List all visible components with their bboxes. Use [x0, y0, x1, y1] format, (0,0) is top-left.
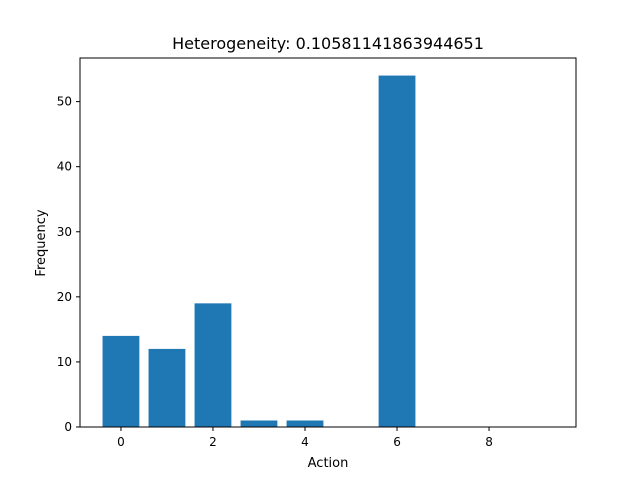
x-tick-label: 6 [393, 435, 401, 449]
y-tick-label: 40 [57, 160, 72, 174]
y-tick-label: 10 [57, 355, 72, 369]
plot-frame [79, 57, 577, 428]
x-tick-label: 2 [209, 435, 217, 449]
bar-action-0 [102, 335, 140, 427]
bar-action-4 [286, 420, 324, 427]
y-axis-label: Frequency [34, 209, 49, 276]
bar-action-1 [148, 348, 186, 427]
x-axis-ticks: 0 2 4 6 8 [117, 427, 493, 449]
y-axis-ticks: 0 10 20 30 40 50 [57, 95, 80, 434]
y-tick-label: 0 [64, 420, 72, 434]
y-tick-label: 20 [57, 290, 72, 304]
y-tick-label: 30 [57, 225, 72, 239]
bar-action-6 [378, 75, 416, 428]
bar-action-2 [194, 303, 232, 427]
x-axis-label: Action [308, 456, 349, 471]
bar-action-3 [240, 420, 278, 427]
x-tick-label: 4 [301, 435, 309, 449]
bars-group [102, 75, 416, 428]
y-tick-label: 50 [57, 95, 72, 109]
chart-title: Heterogeneity: 0.10581141863944651 [172, 34, 484, 53]
x-tick-label: 0 [117, 435, 125, 449]
x-tick-label: 8 [485, 435, 493, 449]
